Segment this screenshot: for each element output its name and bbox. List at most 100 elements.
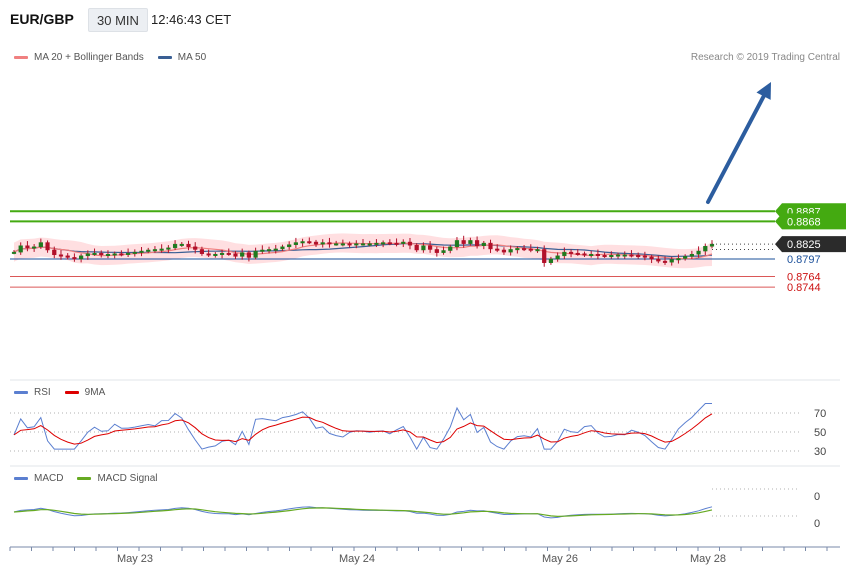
candle-body	[629, 254, 634, 257]
candle-body	[649, 256, 654, 260]
x-tick-label: May 24	[339, 553, 375, 565]
candle-body	[488, 242, 493, 250]
candle-body	[219, 252, 225, 255]
candle-body	[179, 243, 184, 246]
candle-body	[266, 249, 272, 252]
candle-body	[199, 249, 205, 254]
candle-body	[374, 242, 379, 245]
x-tick-label: May 26	[542, 553, 578, 565]
candle-body	[320, 242, 325, 245]
candle-body	[414, 244, 419, 251]
price-tag-bg	[775, 213, 846, 230]
rsi-tick-label: 50	[814, 427, 826, 439]
candle-body	[25, 245, 30, 249]
candle-body	[394, 242, 399, 245]
candle-body	[461, 240, 466, 244]
candle-body	[535, 249, 540, 252]
candle-body	[689, 253, 694, 257]
timeframe-badge[interactable]: 30 MIN	[88, 8, 148, 32]
candle-body	[206, 253, 211, 256]
macd-legend: MACD MACD Signal	[14, 473, 157, 484]
candle-body	[327, 242, 332, 245]
candle-body	[575, 252, 580, 255]
candle-body	[132, 251, 137, 254]
candle-body	[448, 246, 453, 251]
legend-9ma: 9MA	[84, 387, 106, 398]
legend-macd: MACD	[34, 473, 64, 484]
legend-macd-signal: MACD Signal	[97, 473, 158, 484]
candle-body	[528, 248, 533, 251]
candle-body	[186, 243, 191, 248]
candle-body	[454, 240, 460, 248]
candle-body	[676, 258, 681, 261]
x-tick-label: May 23	[117, 553, 153, 565]
candle-body	[401, 241, 406, 244]
macd-swatch	[14, 477, 28, 480]
price-tag-bg	[775, 251, 846, 267]
current-price-tag: 0.8825	[787, 239, 821, 251]
x-tick-label: May 28	[690, 553, 726, 565]
candle-body	[367, 243, 372, 246]
candle-body	[387, 242, 392, 245]
candle-body	[72, 257, 77, 260]
candle-body	[126, 252, 131, 255]
candle-body	[354, 243, 359, 246]
candle-body	[287, 244, 292, 248]
candle-body	[642, 255, 647, 258]
candle-body	[582, 253, 587, 256]
ma50-swatch	[157, 56, 172, 59]
candle-body	[495, 248, 500, 251]
candle-body	[300, 241, 305, 244]
legend-ma20: MA 20 + Bollinger Bands	[34, 52, 144, 63]
candle-body	[636, 255, 641, 258]
ma50-line	[13, 242, 713, 258]
candle-body	[542, 249, 547, 263]
legend-rsi: RSI	[34, 387, 51, 398]
price-tag-label: 0.8868	[787, 216, 821, 228]
candle-body	[656, 258, 661, 262]
price-tag-label: 0.8797	[787, 254, 821, 266]
candle-body	[246, 252, 251, 258]
candle-body	[146, 249, 151, 252]
candle-body	[166, 247, 171, 250]
research-credit: Research © 2019 Trading Central	[690, 52, 840, 63]
candle-body	[172, 243, 178, 249]
candle-body	[32, 246, 37, 249]
candle-body	[347, 243, 352, 246]
candle-body	[313, 241, 319, 245]
candle-body	[481, 242, 486, 247]
candle-body	[340, 243, 345, 246]
candle-body	[562, 251, 567, 257]
current-price-tag-bg	[775, 236, 846, 253]
ninema-swatch	[64, 391, 79, 394]
candle-body	[280, 246, 285, 250]
candle-body	[609, 255, 614, 258]
candle-body	[253, 250, 258, 258]
candle-body	[595, 253, 600, 256]
candle-body	[260, 249, 265, 252]
candle-body	[38, 242, 43, 248]
price-tag-label: 0.8764	[787, 271, 821, 283]
macd-signal-swatch	[77, 477, 92, 480]
candle-body	[334, 243, 339, 246]
candle-body	[273, 248, 278, 251]
candle-body	[703, 246, 708, 252]
clock-time: 12:46:43 CET	[151, 11, 232, 27]
candle-body	[441, 250, 446, 253]
candle-body	[508, 249, 513, 253]
candle-body	[45, 242, 50, 251]
forecast-arrowhead	[756, 82, 771, 100]
candle-body	[112, 253, 117, 256]
candle-body	[475, 240, 480, 246]
macd-tick-label: 0	[814, 518, 820, 530]
candle-body	[213, 253, 218, 256]
ma20-swatch	[14, 56, 28, 59]
candle-body	[307, 241, 312, 244]
rsi-line	[13, 403, 712, 451]
candle-body	[434, 249, 439, 253]
candle-body	[193, 246, 198, 250]
candle-body	[555, 255, 560, 260]
candle-body	[240, 252, 245, 257]
candle-body	[515, 248, 520, 251]
candle-body	[11, 251, 17, 254]
